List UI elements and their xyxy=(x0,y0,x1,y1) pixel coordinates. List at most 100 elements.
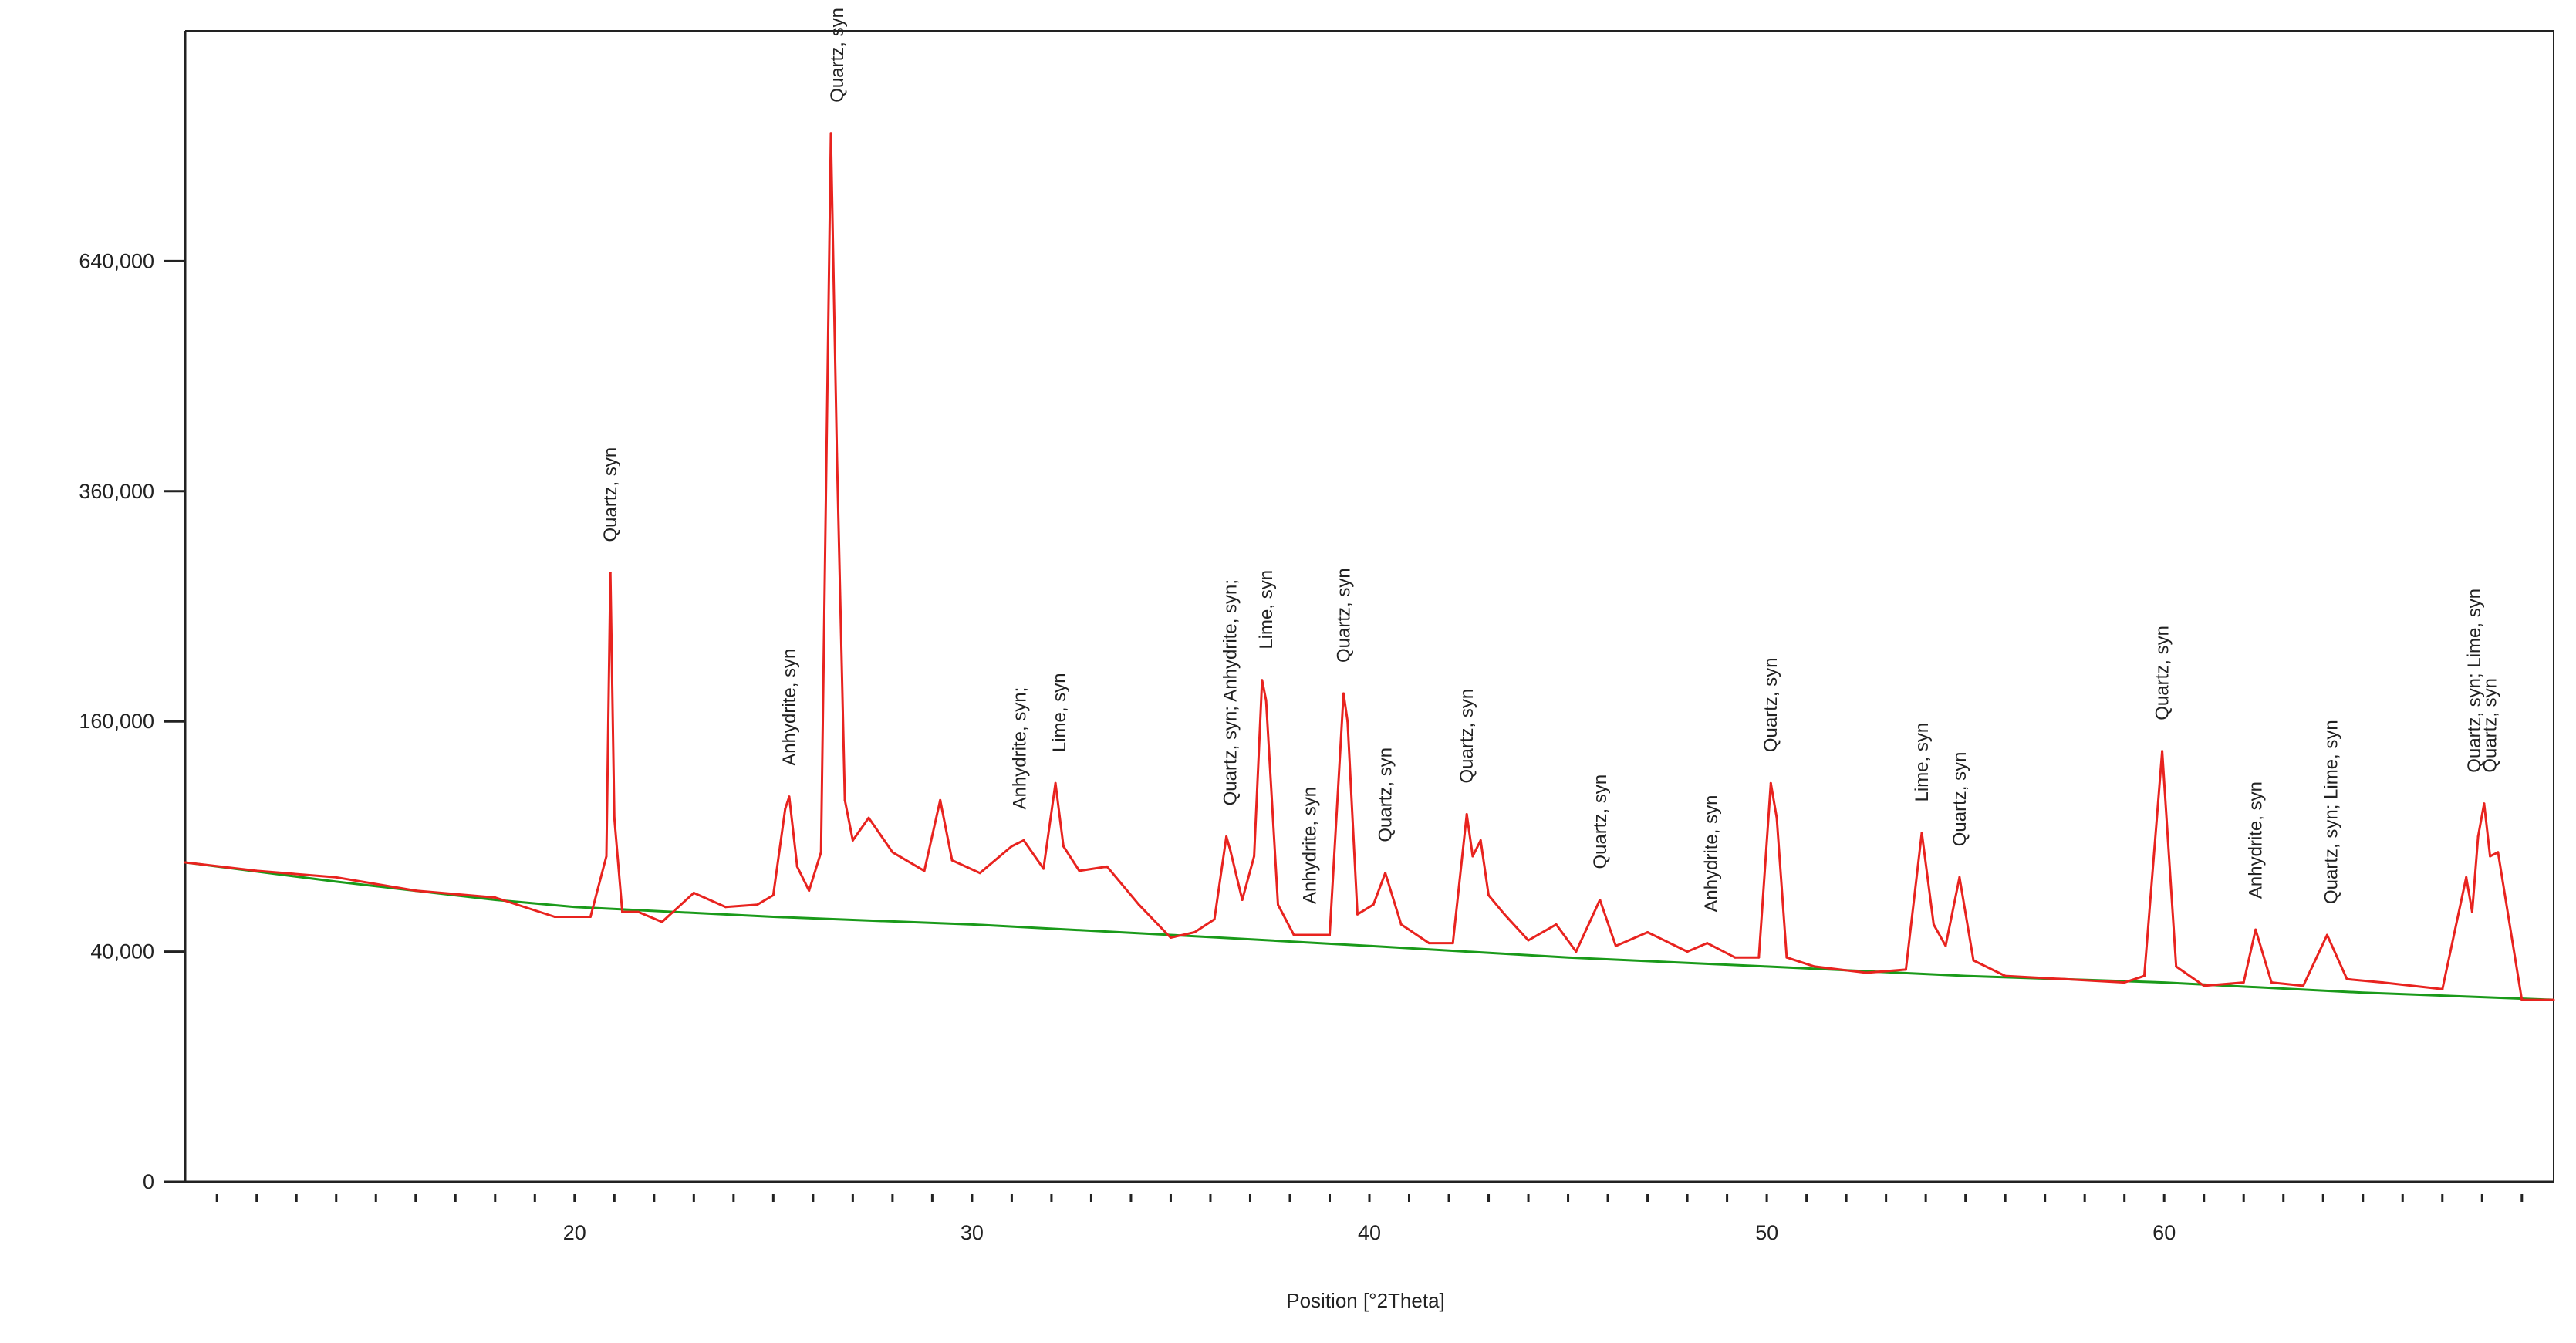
y-tick-label: 360,000 xyxy=(79,480,154,503)
data-point xyxy=(1193,931,1196,933)
data-point xyxy=(1356,913,1359,916)
y-tick-label: 160,000 xyxy=(79,710,154,733)
background-series-line xyxy=(184,861,2554,1001)
axes-layer: 0 40,000 160,000 360,000 640,000 20 30 40 50 60 xyxy=(79,30,2554,1244)
data-point xyxy=(788,795,791,798)
data-point xyxy=(1932,923,1935,926)
data-point xyxy=(795,865,798,868)
peak-label: Lime, syn xyxy=(1256,570,1277,650)
peak-label: Anhydrite, syn; xyxy=(1010,687,1031,810)
data-point xyxy=(1292,933,1295,936)
data-point xyxy=(836,452,839,455)
data-point xyxy=(808,889,811,893)
data-point xyxy=(1920,832,1923,834)
data-point xyxy=(1503,913,1506,916)
data-point xyxy=(494,896,497,899)
data-point xyxy=(1106,865,1109,868)
data-point xyxy=(1229,849,1232,852)
data-point xyxy=(2270,981,2273,984)
data-point xyxy=(1958,876,1961,879)
x-axis-title: Position [°2Theta] xyxy=(1286,1289,1445,1312)
data-point xyxy=(867,816,870,819)
data-point xyxy=(1451,942,1454,945)
peak-label: Quartz, syn xyxy=(1457,689,1477,784)
data-point xyxy=(1972,959,1975,962)
data-point xyxy=(2470,910,2473,913)
measured-series-line xyxy=(184,132,2554,1001)
data-point xyxy=(1944,944,1947,947)
data-point xyxy=(335,876,338,879)
data-point xyxy=(2254,928,2257,931)
data-point xyxy=(1706,942,1709,945)
data-point xyxy=(771,894,775,896)
data-point xyxy=(1527,939,1530,942)
data-point xyxy=(829,132,832,135)
data-point xyxy=(1575,950,1578,953)
data-point xyxy=(621,910,624,913)
peak-label: Quartz, syn xyxy=(1590,774,1611,869)
data-point xyxy=(1241,899,1244,901)
peak-label: Lime, syn xyxy=(1912,723,1933,802)
data-point xyxy=(692,892,695,894)
measured-line-layer xyxy=(184,132,2555,1001)
data-point xyxy=(255,869,258,872)
data-point xyxy=(1769,781,1772,785)
data-point xyxy=(660,920,663,923)
data-point xyxy=(2302,984,2304,987)
data-point xyxy=(1062,845,1065,848)
data-point xyxy=(1471,855,1474,858)
data-point xyxy=(1042,867,1045,870)
data-point xyxy=(1646,931,1649,933)
data-point xyxy=(1137,903,1140,906)
data-point xyxy=(2123,981,2126,984)
data-point xyxy=(184,861,187,864)
data-point xyxy=(1213,918,1216,921)
data-point xyxy=(2004,974,2007,977)
peak-label: Quartz, syn xyxy=(600,447,621,542)
data-point xyxy=(1865,971,1868,974)
data-point xyxy=(1261,679,1264,682)
data-point xyxy=(2242,981,2245,984)
data-point xyxy=(1686,950,1689,953)
x-tick-label: 40 xyxy=(1358,1221,1381,1244)
data-point xyxy=(1599,899,1602,901)
data-point xyxy=(851,839,854,842)
data-point xyxy=(2483,802,2486,805)
data-point xyxy=(1372,903,1375,906)
data-point xyxy=(724,906,727,909)
peak-label: Quartz, syn xyxy=(1761,657,1781,752)
peak-label: Quartz, syn; Anhydrite, syn; xyxy=(1220,579,1241,805)
data-point xyxy=(2063,977,2066,980)
data-point xyxy=(819,851,822,854)
x-tick-label: 30 xyxy=(961,1221,984,1244)
data-point xyxy=(756,903,759,906)
data-point xyxy=(1813,965,1816,968)
y-tick-label: 0 xyxy=(143,1170,154,1193)
data-point xyxy=(939,798,942,801)
data-point xyxy=(1487,894,1490,896)
peak-label: Anhydrite, syn xyxy=(1300,787,1321,904)
peak-label: Quartz, syn xyxy=(1376,747,1396,842)
data-point xyxy=(2345,977,2348,980)
data-point xyxy=(2489,855,2492,858)
data-point xyxy=(1785,956,1788,959)
data-point xyxy=(1169,936,1172,939)
data-point xyxy=(589,916,592,918)
data-point xyxy=(1022,839,1025,842)
data-point xyxy=(1427,942,1430,945)
data-point xyxy=(609,572,612,574)
data-point xyxy=(553,916,556,918)
data-point xyxy=(2552,998,2555,1001)
peak-label: Anhydrite, syn xyxy=(1701,795,1722,913)
data-point xyxy=(1308,933,1312,936)
peak-label: Anhydrite, syn xyxy=(779,649,800,766)
peak-label: Quartz, syn xyxy=(2480,678,2501,773)
data-point xyxy=(1010,845,1013,848)
data-point xyxy=(950,859,954,862)
data-point xyxy=(1078,869,1081,872)
data-point xyxy=(2203,984,2206,987)
data-point xyxy=(1479,839,1482,842)
peak-label: Quartz, syn xyxy=(2152,626,2173,720)
